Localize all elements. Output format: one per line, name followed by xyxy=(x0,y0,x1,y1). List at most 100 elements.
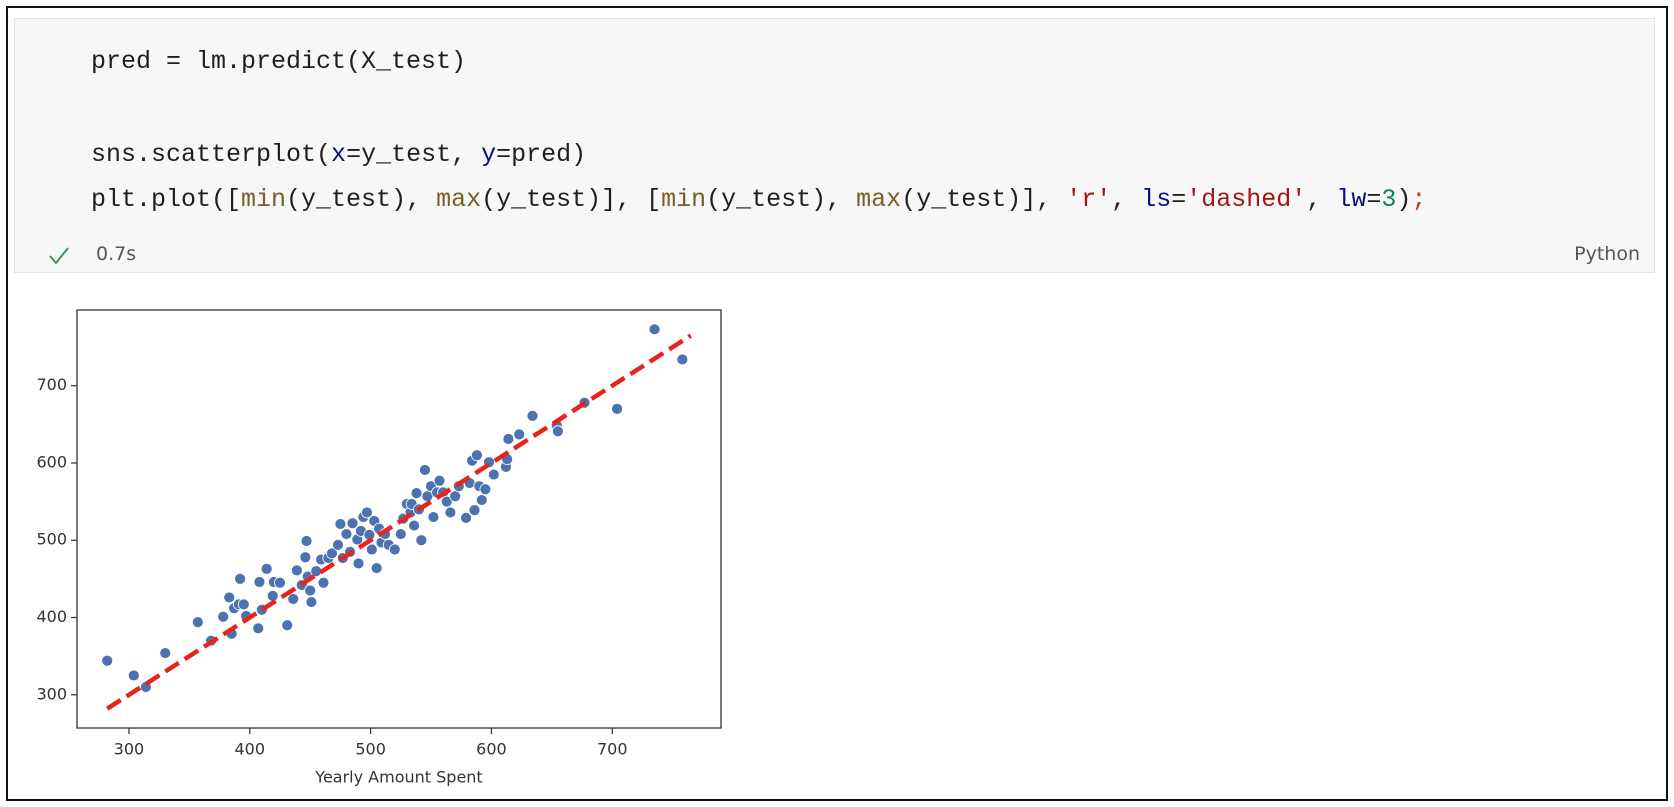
scatter-point xyxy=(260,562,273,575)
scatter-point xyxy=(475,494,488,506)
scatter-point xyxy=(340,528,353,540)
scatter-point xyxy=(252,622,265,635)
code-token: = xyxy=(1171,185,1187,214)
x-tick-label: 400 xyxy=(235,740,266,759)
scatter-point xyxy=(223,591,236,604)
scatter-point xyxy=(317,576,330,589)
scatter-point xyxy=(427,511,440,523)
code-token: (y_test), xyxy=(286,185,437,214)
scatter-point xyxy=(253,576,266,588)
scatter-point xyxy=(191,616,204,629)
code-token: max xyxy=(436,185,482,214)
code-line[interactable]: plt.plot([min(y_test), max(y_test)], [mi… xyxy=(91,185,1426,215)
scatter-point xyxy=(334,518,347,530)
scatter-point xyxy=(433,474,446,487)
code-token: min xyxy=(661,185,707,214)
scatter-point xyxy=(299,551,312,564)
scatter-point xyxy=(281,619,294,632)
x-tick-label: 300 xyxy=(114,740,145,759)
code-token: y xyxy=(481,140,497,169)
scatter-point xyxy=(287,593,300,605)
scatter-point xyxy=(365,543,378,556)
scatter-point xyxy=(217,610,230,623)
scatter-point xyxy=(551,425,564,438)
code-token: 3 xyxy=(1381,185,1397,214)
code-line[interactable]: pred = lm.predict(X_test) xyxy=(91,47,466,77)
code-token: (y_test)], [ xyxy=(481,185,662,214)
y-tick-label: 400 xyxy=(36,607,67,626)
scatter-point xyxy=(394,528,407,540)
code-token: , xyxy=(1111,185,1142,214)
y-tick-label: 300 xyxy=(36,684,67,703)
success-icon xyxy=(49,247,69,265)
x-tick-label: 500 xyxy=(355,740,386,759)
scatter-point xyxy=(237,598,250,611)
code-token: 'r' xyxy=(1066,185,1112,214)
code-token: pred = lm.predict(X_test) xyxy=(91,47,467,76)
scatter-point xyxy=(300,535,313,547)
scatter-point xyxy=(370,562,383,574)
scatter-point xyxy=(234,572,247,585)
code-token: sns.scatterplot( xyxy=(91,140,332,169)
scatter-point xyxy=(648,323,661,336)
scatter-point xyxy=(471,449,483,462)
code-token: (y_test), xyxy=(706,185,857,214)
scatter-point xyxy=(611,402,623,415)
execution-time: 0.7s xyxy=(96,243,137,265)
scatter-point xyxy=(410,487,423,500)
x-tick-label: 600 xyxy=(476,740,507,759)
scatter-point xyxy=(332,538,344,551)
code-token: , xyxy=(1306,185,1337,214)
code-token: (y_test)], xyxy=(901,185,1067,214)
scatter-point xyxy=(159,647,172,659)
code-token: = xyxy=(1366,185,1382,214)
scatter-point xyxy=(460,511,472,524)
code-token: plt.plot([ xyxy=(91,185,242,214)
y-tick-label: 700 xyxy=(36,375,67,394)
scatter-point xyxy=(444,506,457,519)
kernel-language[interactable]: Python xyxy=(1574,243,1640,265)
scatter-point xyxy=(479,483,492,496)
scatter-point xyxy=(352,557,365,570)
scatter-point xyxy=(676,353,689,366)
scatter-point xyxy=(101,654,114,667)
y-tick-label: 600 xyxy=(36,452,67,471)
scatter-point xyxy=(468,504,481,517)
scatter-point xyxy=(526,409,539,422)
scatter-point xyxy=(388,543,401,556)
scatter-point xyxy=(487,468,500,481)
scatter-point xyxy=(415,534,428,547)
scatter-point xyxy=(419,464,431,476)
scatter-point xyxy=(440,495,453,508)
code-token: 'dashed' xyxy=(1186,185,1307,214)
scatter-point xyxy=(408,519,421,532)
scatter-point xyxy=(291,564,303,577)
scatter-point xyxy=(346,517,359,530)
reference-line xyxy=(105,333,693,711)
code-line[interactable]: sns.scatterplot(x=y_test, y=pred) xyxy=(91,140,586,170)
code-token: max xyxy=(856,185,902,214)
y-tick-label: 500 xyxy=(36,530,67,549)
scatter-point xyxy=(266,589,279,602)
code-token: lw xyxy=(1336,185,1367,214)
code-token: ; xyxy=(1411,185,1427,214)
code-token: x xyxy=(331,140,347,169)
code-cell[interactable]: pred = lm.predict(X_test) sns.scatterplot… xyxy=(14,18,1655,273)
scatter-point xyxy=(127,669,140,682)
scatter-point xyxy=(449,490,462,503)
scatter-point xyxy=(304,584,317,597)
scatter-point xyxy=(361,506,373,519)
scatter-point xyxy=(502,433,515,445)
notebook-frame xyxy=(6,6,1668,801)
scatter-point xyxy=(326,547,338,560)
scatter-point xyxy=(513,428,526,441)
code-token: ls xyxy=(1141,185,1172,214)
code-token: min xyxy=(241,185,287,214)
scatter-point xyxy=(274,576,286,589)
scatter-point xyxy=(305,596,318,608)
x-axis-label: Yearly Amount Spent xyxy=(314,768,482,787)
code-token: ) xyxy=(1396,185,1412,214)
code-token: =pred) xyxy=(496,140,587,169)
